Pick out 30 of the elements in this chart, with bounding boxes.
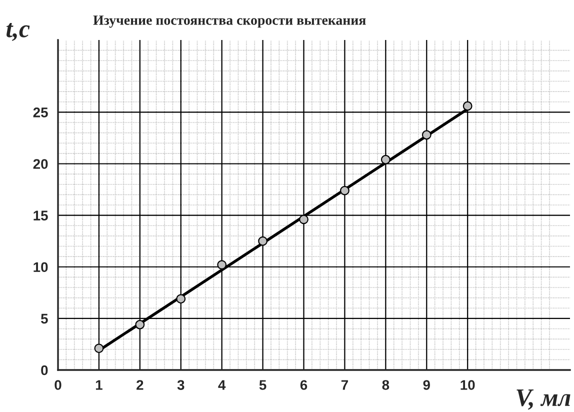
y-tick-label: 5	[40, 314, 48, 324]
x-tick-label: 8	[382, 380, 390, 390]
x-tick-label: 3	[177, 380, 184, 390]
x-tick-label: 2	[136, 380, 144, 390]
point	[135, 320, 145, 330]
x-tick-label: 7	[341, 380, 348, 390]
y-axis-title: t,c	[6, 23, 30, 41]
y-tick-label: 0	[41, 365, 48, 376]
point	[258, 236, 268, 246]
point	[462, 101, 472, 111]
point	[422, 130, 432, 140]
point	[176, 294, 186, 304]
x-axis-title: V, мл	[516, 389, 570, 410]
chart-title: Изучение постоянства скорости вытекания	[93, 16, 366, 28]
x-tick-label: 0	[54, 380, 62, 390]
point	[340, 186, 350, 196]
point	[94, 344, 104, 354]
y-tick-label: 10	[34, 262, 48, 272]
point	[299, 214, 308, 224]
y-tick-label: 15	[34, 210, 48, 220]
x-tick-label: 6	[300, 380, 308, 390]
x-tick-label: 9	[423, 380, 430, 390]
y-tick-label: 25	[33, 108, 48, 118]
y-tick-label: 20	[33, 159, 48, 169]
x-tick-label: 10	[460, 380, 475, 390]
x-tick-label: 4	[218, 380, 226, 390]
x-tick-label: 1	[96, 380, 102, 390]
point	[217, 260, 227, 270]
x-tick-label: 5	[259, 380, 266, 390]
point	[380, 154, 390, 164]
